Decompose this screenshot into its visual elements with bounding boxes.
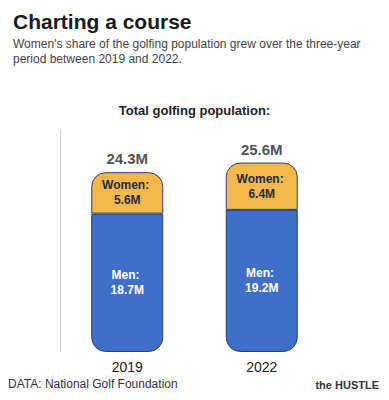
svg-text:24.3M: 24.3M xyxy=(106,150,148,167)
svg-text:Women:: Women: xyxy=(237,172,287,186)
svg-text:Men:: Men: xyxy=(112,268,143,282)
svg-text:Total golfing population:: Total golfing population: xyxy=(119,103,270,118)
svg-text:Women:: Women: xyxy=(102,178,152,192)
svg-text:6.4M: 6.4M xyxy=(248,187,275,201)
svg-text:19.2M: 19.2M xyxy=(245,281,278,295)
svg-text:25.6M: 25.6M xyxy=(241,141,283,158)
svg-text:18.7M: 18.7M xyxy=(111,283,144,297)
svg-text:5.6M: 5.6M xyxy=(114,193,141,207)
svg-text:period between 2019 and 2022.: period between 2019 and 2022. xyxy=(13,52,182,66)
svg-text:Charting a course: Charting a course xyxy=(13,10,192,33)
svg-text:2022: 2022 xyxy=(246,359,277,375)
svg-text:the HUSTLE: the HUSTLE xyxy=(315,379,379,391)
svg-text:DATA: National Golf Foundation: DATA: National Golf Foundation xyxy=(8,377,178,391)
svg-text:Men:: Men: xyxy=(246,266,277,280)
svg-text:2019: 2019 xyxy=(112,359,143,375)
svg-text:Women's share of the golfing p: Women's share of the golfing population … xyxy=(13,37,364,51)
